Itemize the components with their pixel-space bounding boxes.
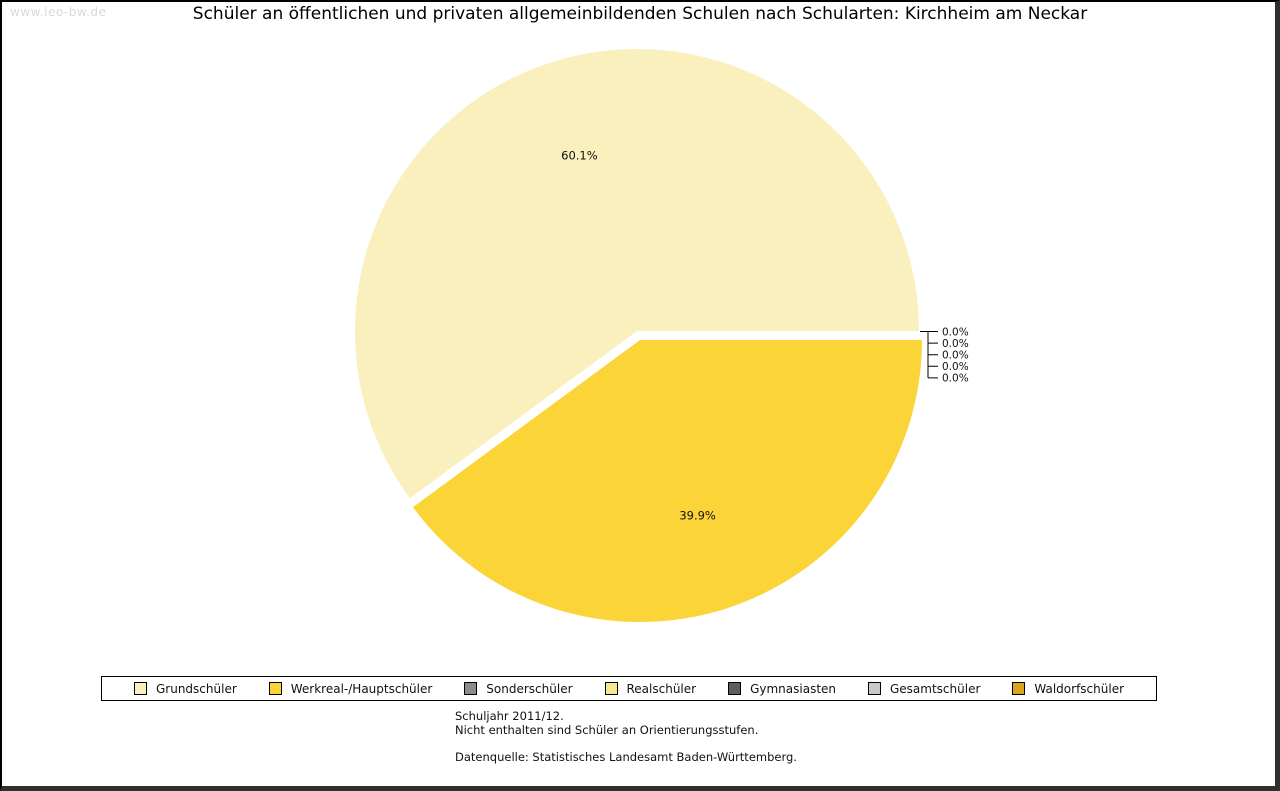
zero-value-label-3: 0.0% (942, 338, 969, 350)
zero-value-label-4: 0.0% (942, 350, 969, 362)
slice-value-label-1: 39.9% (679, 509, 716, 523)
legend-label-werkreal-hauptschueler: Werkreal-/Hauptschüler (290, 681, 433, 696)
zero-percent-callout: 0.0%0.0%0.0%0.0%0.0% (920, 326, 969, 385)
zero-value-label-5: 0.0% (942, 361, 969, 373)
legend-swatch-grundschueler (133, 682, 147, 695)
legend-item-realschueler: Realschüler (604, 681, 697, 696)
footnote-datenquelle: Datenquelle: Statistisches Landesamt Bad… (455, 750, 797, 764)
legend-label-gesamtschueler: Gesamtschüler (890, 681, 981, 696)
legend-label-grundschueler: Grundschüler (155, 681, 237, 696)
pie-slice-labels: 60.1% 39.9% (561, 149, 716, 523)
watermark: www.leo-bw.de (10, 5, 107, 19)
zero-value-label-6: 0.0% (942, 373, 969, 385)
legend-label-waldorfschueler: Waldorfschüler (1034, 681, 1125, 696)
legend-item-sonderschueler: Sonderschüler (464, 681, 573, 696)
pie-slice-0 (354, 49, 919, 499)
legend-swatch-waldorfschueler (1012, 682, 1026, 695)
legend-swatch-gymnasiasten (728, 682, 742, 695)
footnotes: Schuljahr 2011/12. Nicht enthalten sind … (455, 709, 797, 764)
slice-value-label-0: 60.1% (561, 149, 598, 163)
legend-item-gesamtschueler: Gesamtschüler (868, 682, 980, 696)
legend-swatch-gesamtschueler (868, 682, 881, 695)
pie-slice-1 (412, 340, 922, 623)
legend-item-grundschueler: Grundschüler (133, 681, 237, 696)
legend-label-sonderschueler: Sonderschüler (486, 681, 573, 696)
footnote-orientierungsstufen: Nicht enthalten sind Schüler an Orientie… (455, 723, 759, 737)
chart-title: Schüler an öffentlichen und privaten all… (192, 4, 1088, 24)
legend-item-werkreal-hauptschueler: Werkreal-/Hauptschüler (268, 681, 433, 696)
legend-label-gymnasiasten: Gymnasiasten (750, 681, 837, 696)
zero-value-label-2: 0.0% (942, 326, 969, 338)
legend-swatch-werkreal-hauptschueler (268, 682, 282, 695)
legend-swatch-sonderschueler (464, 682, 478, 695)
pie-slices (354, 49, 922, 623)
zero-callout-lines (920, 331, 938, 379)
legend-item-gymnasiasten: Gymnasiasten (728, 682, 836, 696)
legend: Grundschüler Werkreal-/Hauptschüler Sond… (101, 676, 1157, 701)
legend-swatch-realschueler (604, 682, 618, 695)
footnote-schuljahr: Schuljahr 2011/12. (455, 709, 564, 723)
legend-label-realschueler: Realschüler (626, 681, 697, 696)
legend-item-waldorfschueler: Waldorfschüler (1012, 682, 1124, 696)
